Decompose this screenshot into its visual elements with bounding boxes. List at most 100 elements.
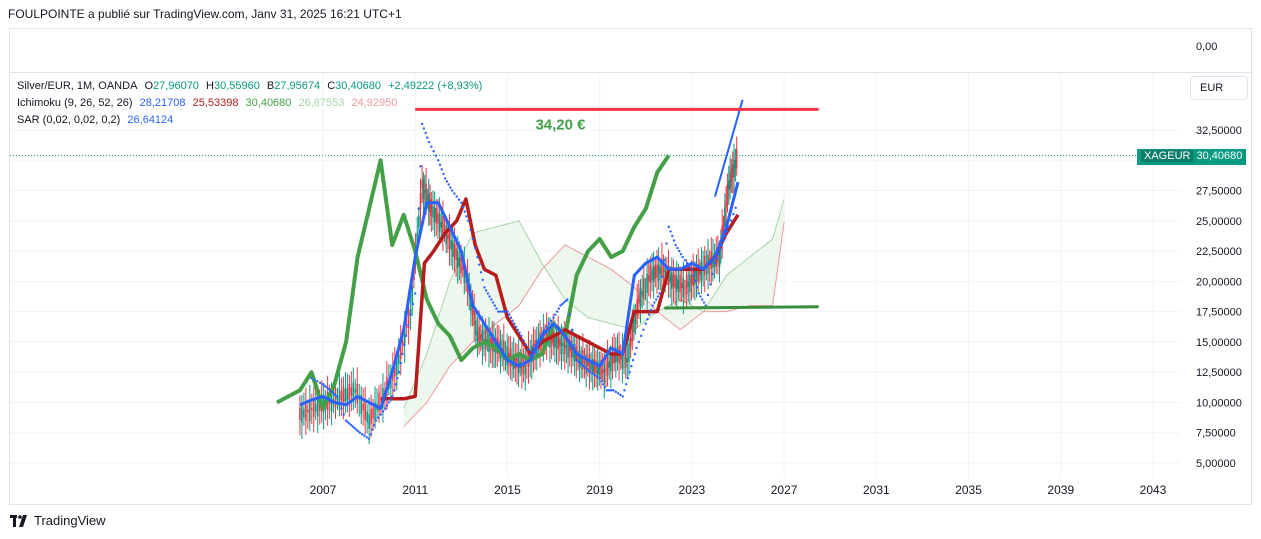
sar-dot	[580, 363, 583, 366]
candle-body	[679, 274, 681, 293]
currency-button[interactable]: EUR	[1190, 76, 1248, 100]
sar-dot	[665, 242, 668, 245]
candle-body	[453, 243, 456, 258]
sar-dot	[363, 434, 366, 437]
sar-dot	[653, 301, 656, 304]
sar-dot	[367, 437, 371, 440]
candle-body	[506, 346, 508, 366]
sar-dot	[536, 340, 539, 344]
sar-dot	[566, 298, 569, 301]
trend-line	[713, 99, 744, 197]
candle-body	[346, 388, 349, 401]
sar-dot	[554, 313, 557, 316]
candle-body	[605, 368, 607, 371]
sar-dot	[520, 334, 523, 338]
legend-sar-label: SAR (0,02, 0,02, 0,2)	[17, 114, 121, 126]
sar-dot	[337, 401, 341, 404]
candle-body	[368, 414, 370, 429]
sar-dot	[532, 346, 536, 350]
sar-dot	[644, 322, 647, 325]
candle-body	[621, 348, 624, 369]
sar-dot	[476, 255, 479, 259]
price-tag-value: 30,40680	[1196, 150, 1243, 162]
candle-body	[489, 337, 492, 347]
sar-dot	[313, 378, 316, 381]
sar-dot	[310, 377, 313, 380]
candle-body	[522, 365, 525, 367]
candle-body	[606, 356, 609, 376]
candle-body	[491, 334, 494, 351]
candle-body	[685, 274, 688, 295]
sar-dot	[683, 258, 687, 262]
candle-body	[664, 263, 667, 284]
sar-dot	[561, 302, 564, 306]
sar-dot	[371, 428, 374, 431]
legend-open: 27,96070	[153, 80, 199, 92]
candle-body	[562, 343, 564, 346]
x-tick-label: 2015	[494, 483, 521, 497]
candle-body	[318, 399, 321, 412]
candle-body	[437, 213, 439, 224]
candle-body	[692, 270, 695, 286]
legend-sar[interactable]: SAR (0,02, 0,02, 0,2) 26,64124	[17, 114, 177, 126]
candle-body	[598, 365, 601, 375]
tradingview-logo-icon	[10, 514, 27, 527]
candle-body	[314, 404, 317, 412]
candle-body	[445, 225, 447, 245]
sar-dot	[686, 262, 689, 265]
candle-body	[438, 213, 441, 232]
sar-dot	[697, 292, 701, 295]
candle-body	[429, 201, 431, 209]
candle-body	[443, 230, 446, 232]
candle-body	[729, 173, 731, 190]
candle-body	[374, 402, 376, 420]
candle-body	[689, 274, 691, 293]
sar-dot	[679, 252, 683, 256]
legend-low: 27,95674	[274, 80, 321, 92]
sar-dot	[667, 225, 671, 229]
sar-dot	[706, 293, 710, 297]
candle-body	[473, 310, 475, 325]
candle-body	[718, 249, 721, 268]
candle-body	[418, 215, 420, 228]
candle-body	[504, 352, 507, 354]
sar-dot	[610, 389, 613, 392]
sar-dot	[506, 310, 509, 313]
sar-dot	[531, 349, 534, 353]
sar-dot	[422, 127, 426, 130]
legend-symbol[interactable]: Silver/EUR, 1M, OANDA O27,96070 H30,5596…	[17, 80, 486, 92]
candle-body	[372, 407, 374, 419]
sar-dot	[316, 380, 319, 383]
candle-body	[700, 261, 703, 281]
x-tick-label: 2039	[1047, 483, 1074, 497]
sar-dot	[674, 243, 677, 247]
candle-body	[588, 354, 591, 373]
sar-dot	[616, 392, 620, 395]
candle-body	[669, 274, 671, 283]
x-tick-label: 2043	[1140, 483, 1167, 497]
sar-dot	[323, 384, 326, 388]
sar-dot	[342, 413, 345, 416]
resistance-annotation: 34,20 €	[535, 116, 586, 133]
candle-body	[352, 382, 355, 402]
sar-dot	[360, 433, 364, 436]
legend-ichimoku-label: Ichimoku (9, 26, 52, 26)	[17, 97, 133, 109]
legend-ichimoku[interactable]: Ichimoku (9, 26, 52, 26) 28,21708 25,533…	[17, 97, 401, 109]
sar-dot	[414, 292, 417, 295]
legend-high: 30,55960	[213, 80, 260, 92]
sar-dot	[445, 180, 449, 183]
senkou-span-a	[403, 198, 785, 409]
footer-brand[interactable]: TradingView	[10, 513, 106, 528]
candle-body	[735, 149, 738, 168]
candle-body	[511, 355, 513, 366]
footer-brand-label: TradingView	[34, 513, 106, 528]
candle-body	[694, 270, 696, 285]
sar-dot	[612, 389, 615, 392]
legend-ichimoku-v2: 25,53398	[192, 97, 239, 109]
sar-dot	[447, 183, 450, 186]
sar-dot	[637, 340, 641, 344]
sar-dot	[491, 301, 495, 304]
sar-dot	[550, 319, 553, 322]
legend-o-label: O	[144, 80, 154, 92]
